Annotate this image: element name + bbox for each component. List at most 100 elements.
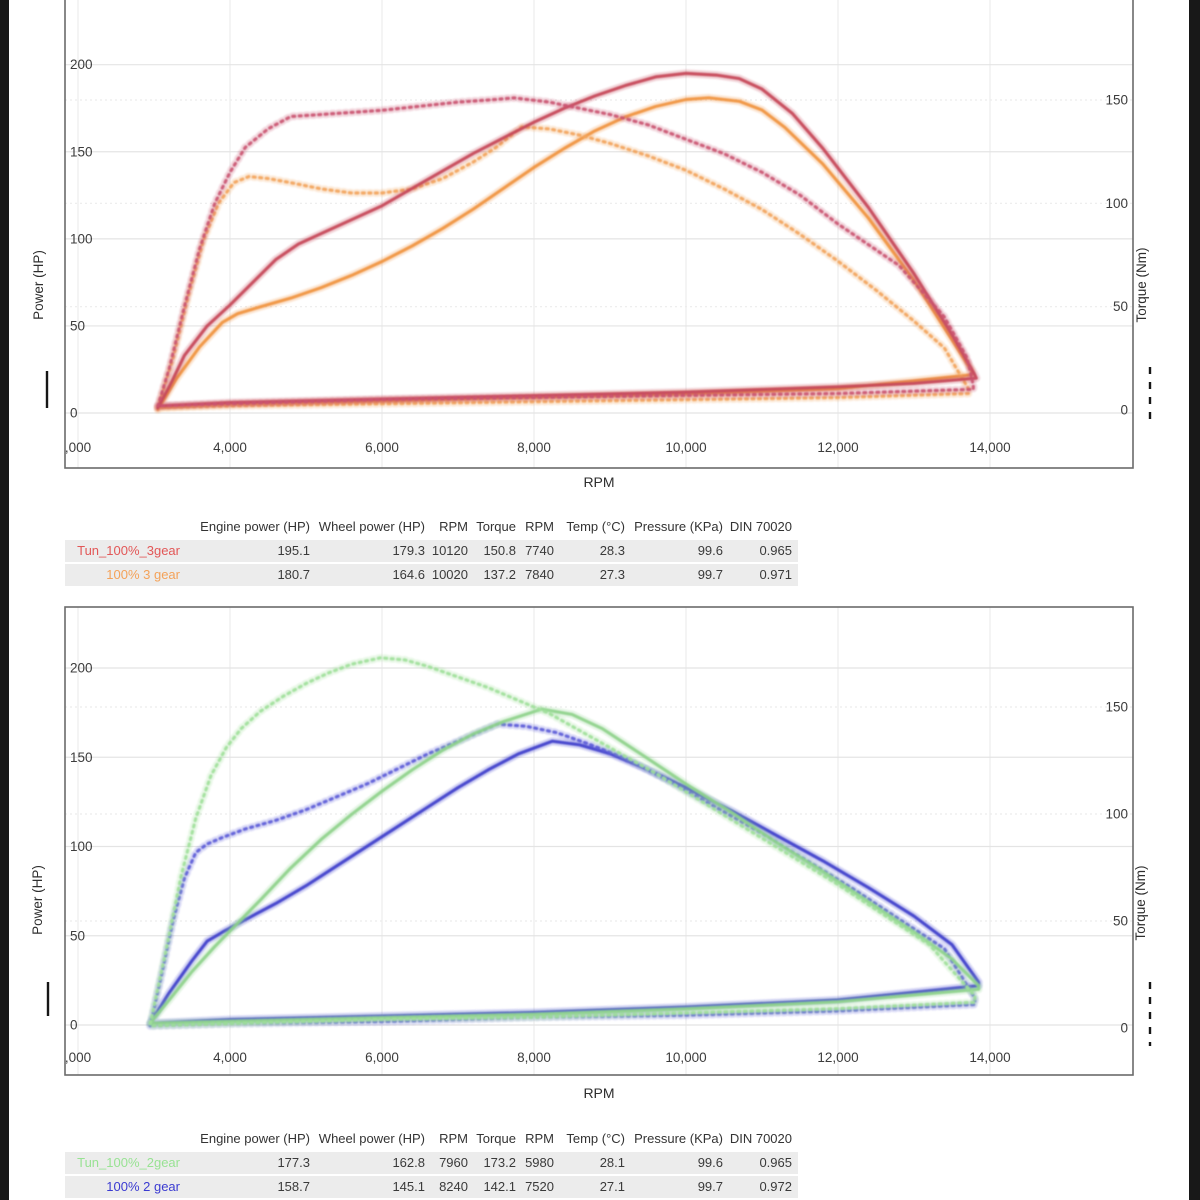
y-left-tick-label: 100 [70,231,93,246]
y-left-tick-label: 150 [70,144,93,159]
table-header-row: Engine power (HP) Wheel power (HP) RPM T… [65,516,798,538]
cell-engine-power: 195.1 [277,543,310,558]
cell-wheel-power: 164.6 [392,567,425,582]
run-label-tuned-3gear: Tun_100%_3gear [77,543,180,558]
y-left-axis-title: Power (HP) [30,865,45,935]
run-label-stock-3gear: 100% 3 gear [106,567,180,582]
screen-edge-bar-left [0,0,9,1200]
col-header-engine-power: Engine power (HP) [200,519,310,534]
col-header-temp: Temp (°C) [566,1131,625,1146]
cell-din: 0.965 [759,1155,792,1170]
run-label-tuned-2gear: Tun_100%_2gear [77,1155,180,1170]
y-left-tick-label: 200 [70,57,93,72]
col-header-din: DIN 70020 [729,519,792,534]
y-right-tick-label: 100 [1105,807,1128,822]
col-header-temp: Temp (°C) [566,519,625,534]
col-header-din: DIN 70020 [729,1131,792,1146]
cell-wheel-power: 179.3 [392,543,425,558]
y-right-tick-label: 150 [1105,700,1128,715]
cell-temp: 27.1 [599,1179,625,1194]
y-left-tick-label: 50 [70,318,85,333]
y-right-tick-label: 100 [1105,196,1128,211]
cell-din: 0.972 [759,1179,792,1194]
cell-torque: 150.8 [483,543,516,558]
cell-rpm-power: 8240 [439,1179,468,1194]
series-line-Tun_100%_2gear-Power [148,707,981,1025]
y-left-tick-label: 200 [70,661,93,676]
cell-rpm-power: 7960 [439,1155,468,1170]
y-right-axis-title: Torque (Nm) [1133,865,1148,940]
chart-0-series [153,69,981,414]
col-header-torque: Torque [476,519,516,534]
chart-1-axis-labels: 0 50 100 150 200 0 50 100 150 ,000 4,000 6,000 8,000… [65,661,1128,1066]
x-tick-label: 14,000 [969,1050,1010,1065]
cell-rpm-torque: 5980 [525,1155,554,1170]
x-axis-title: RPM [583,474,614,490]
x-tick-label: 8,000 [517,1050,551,1065]
chart-1-series [146,653,983,1030]
table-row: 100% 2 gear 158.7 145.1 8240 142.1 7520 … [65,1176,798,1198]
y-left-axis-title: Power (HP) [31,250,46,320]
y-right-tick-label: 50 [1113,299,1128,314]
cell-rpm-torque: 7840 [525,567,554,582]
cell-temp: 27.3 [599,567,625,582]
x-tick-label: ,000 [65,440,91,455]
cell-engine-power: 158.7 [277,1179,310,1194]
chart-1: 0 50 100 150 200 0 50 100 150 ,000 4,000 6,000 8,000… [30,606,1152,1101]
run-label-stock-2gear: 100% 2 gear [106,1179,180,1194]
col-header-engine-power: Engine power (HP) [200,1131,310,1146]
x-tick-label: 4,000 [213,1050,247,1065]
y-right-tick-label: 150 [1105,92,1128,107]
x-tick-label: 8,000 [517,440,551,455]
cell-din: 0.965 [759,543,792,558]
y-left-tick-label: 50 [70,928,85,943]
row-label-header [65,516,186,538]
y-right-tick-label: 50 [1113,914,1128,929]
cell-torque: 137.2 [483,567,516,582]
chart-0-axis-labels: 0 50 100 150 200 0 50 100 150 ,000 4,000 6,000 8,000… [65,57,1128,455]
chart-1-plot-border [64,606,1134,1076]
col-header-pressure: Pressure (KPa) [634,519,723,534]
series-line-100%-3-gear-Torque [156,125,971,410]
series-line-Tun_100%_3gear-Torque [156,96,975,408]
col-header-wheel-power: Wheel power (HP) [318,519,425,534]
cell-rpm-power: 10120 [431,543,468,558]
col-header-rpm-torque: RPM [525,519,554,534]
col-header-wheel-power: Wheel power (HP) [318,1131,425,1146]
x-tick-label: 14,000 [969,440,1010,455]
col-header-rpm-power: RPM [439,1131,468,1146]
cell-rpm-torque: 7520 [525,1179,554,1194]
chart-0: 0 50 100 150 200 0 50 100 150 ,000 4,000 6,000 8,000… [31,0,1152,490]
col-header-torque: Torque [476,1131,516,1146]
y-left-tick-label: 150 [70,750,93,765]
x-axis-title: RPM [583,1085,614,1101]
x-tick-label: 12,000 [817,440,858,455]
table-row: Tun_100%_3gear 195.1 179.3 10120 150.8 7… [65,540,798,562]
table-row: Tun_100%_2gear 177.3 162.8 7960 173.2 59… [65,1152,798,1174]
results-table-3gear: Engine power (HP) Wheel power (HP) RPM T… [65,516,798,588]
screen-edge-bar-right [1189,0,1200,1200]
cell-engine-power: 180.7 [277,567,310,582]
cell-temp: 28.1 [599,1155,625,1170]
series-line-Tun_100%_3gear-Power [156,71,978,410]
col-header-rpm-power: RPM [439,519,468,534]
table-header-row: Engine power (HP) Wheel power (HP) RPM T… [65,1128,798,1150]
cell-pressure: 99.6 [697,543,723,558]
cell-rpm-power: 10020 [431,567,468,582]
series-line-Tun_100%_2gear-Torque [148,656,977,1028]
x-tick-label: 6,000 [365,1050,399,1065]
x-tick-label: 10,000 [665,440,706,455]
cell-rpm-torque: 7740 [525,543,554,558]
col-header-rpm-torque: RPM [525,1131,554,1146]
x-tick-label: ,000 [65,1050,91,1065]
x-tick-label: 6,000 [365,440,399,455]
chart-0-plot-border [64,0,1134,469]
series-glow-Tun_100%_2gear-Power [146,705,983,1028]
y-left-tick-label: 0 [70,406,78,421]
cell-torque: 142.1 [483,1179,516,1194]
cell-engine-power: 177.3 [277,1155,310,1170]
cell-torque: 173.2 [483,1155,516,1170]
x-tick-label: 12,000 [817,1050,858,1065]
